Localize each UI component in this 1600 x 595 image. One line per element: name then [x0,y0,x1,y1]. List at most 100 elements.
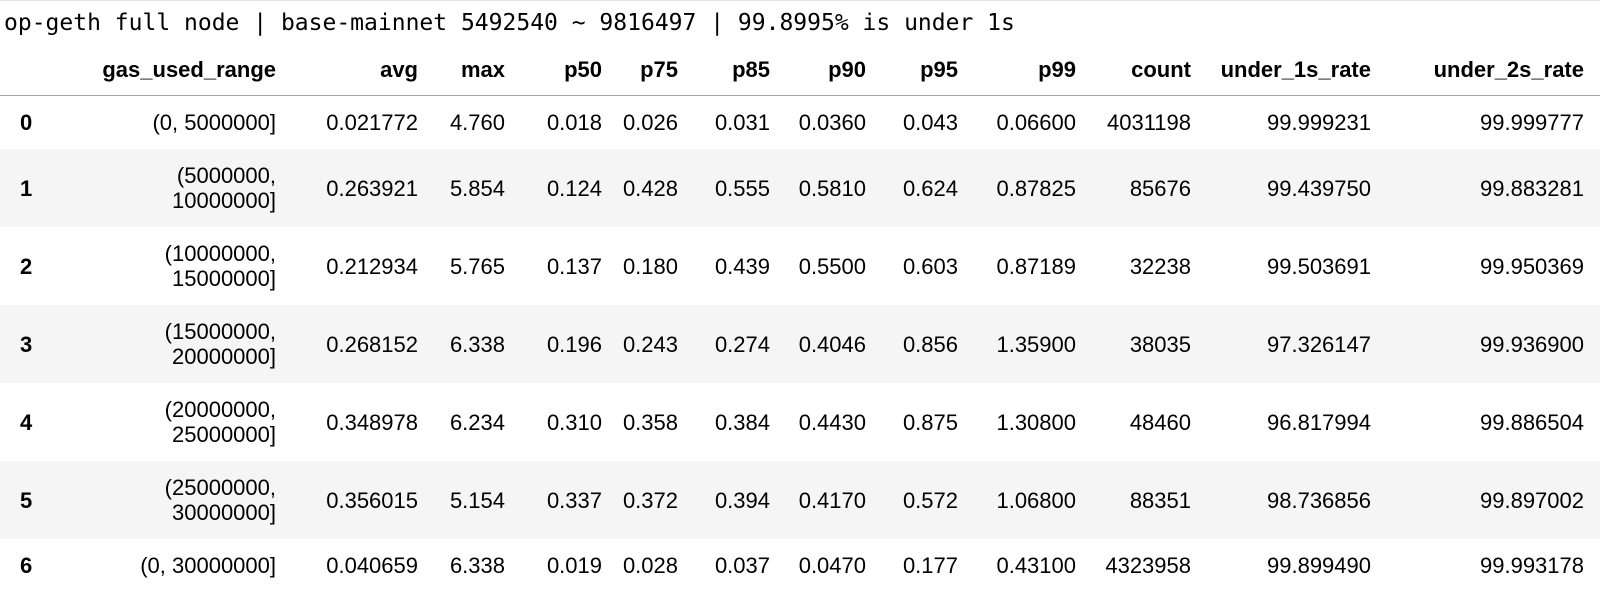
table-header: gas_used_range avg max p50 p75 p85 p90 p95 p99 co… [0,45,1600,96]
table-cell: 0.031 [714,110,770,135]
table-cell: (0, 30000000] [140,553,276,578]
column-header-under_2s_rate: under_2s_rate [1371,45,1600,96]
column-header-count: count [1076,45,1191,96]
table-cell: 99.899490 [1267,553,1371,578]
table-cell: (10000000, 15000000] [164,241,276,291]
column-header-p90: p90 [770,45,866,96]
table-cell: 98.736856 [1267,487,1371,513]
table-cell: 5.854 [449,175,505,201]
table-cell: 99.897002 [1480,487,1584,513]
table-cell: 0.040659 [326,553,418,578]
table-cell: 0.856 [902,331,958,357]
table-row: 2 (10000000, 15000000] 0.212934 5.765 0.137 0… [0,227,1600,305]
table-cell: 5.765 [449,253,505,279]
table-cell: (5000000, 10000000] [172,163,276,213]
table-cell: 96.817994 [1267,409,1371,435]
table-cell: 0.5500 [798,253,866,279]
dataframe-table: gas_used_range avg max p50 p75 p85 p90 p95 p99 co… [0,45,1600,592]
table-cell: 0.439 [714,253,770,279]
table-cell: 48460 [1129,409,1191,435]
table-cell: 85676 [1129,175,1191,201]
table-cell: 0.624 [902,175,958,201]
table-cell: 0.87825 [996,175,1076,201]
table-cell: 0.384 [714,409,770,435]
row-index-cell: 0 [20,110,33,135]
table-row: 0 (0, 5000000] 0.021772 4.760 0.018 0.026 0.03… [0,95,1600,149]
table-cell: 0.021772 [326,110,418,135]
table-cell: 4.760 [449,110,505,135]
table-cell: 6.338 [449,331,505,357]
table-cell: 0.4430 [798,409,866,435]
table-row: 5 (25000000, 30000000] 0.356015 5.154 0.337 0… [0,461,1600,539]
row-index-cell: 3 [20,331,33,357]
table-cell: 0.310 [546,409,602,435]
table-cell: 0.212934 [326,253,418,279]
table-cell: (20000000, 25000000] [164,397,276,447]
table-cell: 0.037 [714,553,770,578]
table-cell: 0.0360 [798,110,866,135]
table-cell: 0.263921 [326,175,418,201]
table-cell: 99.993178 [1480,553,1584,578]
table-cell: 99.999231 [1267,110,1371,135]
table-cell: (0, 5000000] [152,110,276,135]
table-cell: 0.572 [902,487,958,513]
column-header-under_1s_rate: under_1s_rate [1191,45,1371,96]
header-row: gas_used_range avg max p50 p75 p85 p90 p95 p99 co… [0,45,1600,96]
table-cell: 0.428 [622,175,678,201]
table-cell: (15000000, 20000000] [164,319,276,369]
table-cell: 0.372 [622,487,678,513]
table-cell: 0.43100 [996,553,1076,578]
table-cell: 99.883281 [1480,175,1584,201]
table-cell: 0.018 [546,110,602,135]
table-cell: 0.177 [902,553,958,578]
table-cell: 0.196 [546,331,602,357]
row-index-cell: 2 [20,253,33,279]
table-cell: 1.30800 [996,409,1076,435]
table-cell: 6.234 [449,409,505,435]
column-header-p85: p85 [678,45,770,96]
table-row: 6 (0, 30000000] 0.040659 6.338 0.019 0.028 0.0… [0,539,1600,592]
table-cell: 99.503691 [1267,253,1371,279]
table-cell: 0.555 [714,175,770,201]
table-cell: 99.950369 [1480,253,1584,279]
table-cell: 0.028 [622,553,678,578]
table-cell: 0.0470 [798,553,866,578]
table-cell: 0.019 [546,553,602,578]
column-header-p50: p50 [505,45,602,96]
column-header-gas_used_range: gas_used_range [58,45,286,96]
table-cell: 0.124 [546,175,602,201]
table-cell: 99.999777 [1480,110,1584,135]
table-cell: 0.337 [546,487,602,513]
row-index-cell: 5 [20,487,33,513]
table-cell: 0.875 [902,409,958,435]
table-cell: 0.180 [622,253,678,279]
column-header-avg: avg [286,45,418,96]
output-title-line: op-geth full node | base-mainnet 5492540… [4,10,1015,36]
table-cell: 4031198 [1106,110,1191,135]
table-cell: 0.137 [546,253,602,279]
table-cell: 0.348978 [326,409,418,435]
table-cell: 0.5810 [798,175,866,201]
table-cell: (25000000, 30000000] [164,475,276,525]
table-cell: 38035 [1129,331,1191,357]
table-cell: 0.87189 [996,253,1076,279]
table-cell: 0.358 [622,409,678,435]
table-cell: 5.154 [449,487,505,513]
table-cell: 99.936900 [1480,331,1584,357]
table-cell: 99.886504 [1480,409,1584,435]
table-cell: 0.06600 [996,110,1076,135]
table-cell: 1.06800 [996,487,1076,513]
table-cell: 0.356015 [326,487,418,513]
table-cell: 0.394 [714,487,770,513]
table-row: 3 (15000000, 20000000] 0.268152 6.338 0.196 0… [0,305,1600,383]
table-cell: 6.338 [449,553,505,578]
table-cell: 0.243 [622,331,678,357]
table-cell: 32238 [1129,253,1191,279]
table-cell: 97.326147 [1267,331,1371,357]
table-cell: 0.043 [902,110,958,135]
row-index-cell: 1 [20,175,33,201]
table-cell: 99.439750 [1267,175,1371,201]
column-header-index [0,45,58,96]
table-cell: 0.274 [714,331,770,357]
